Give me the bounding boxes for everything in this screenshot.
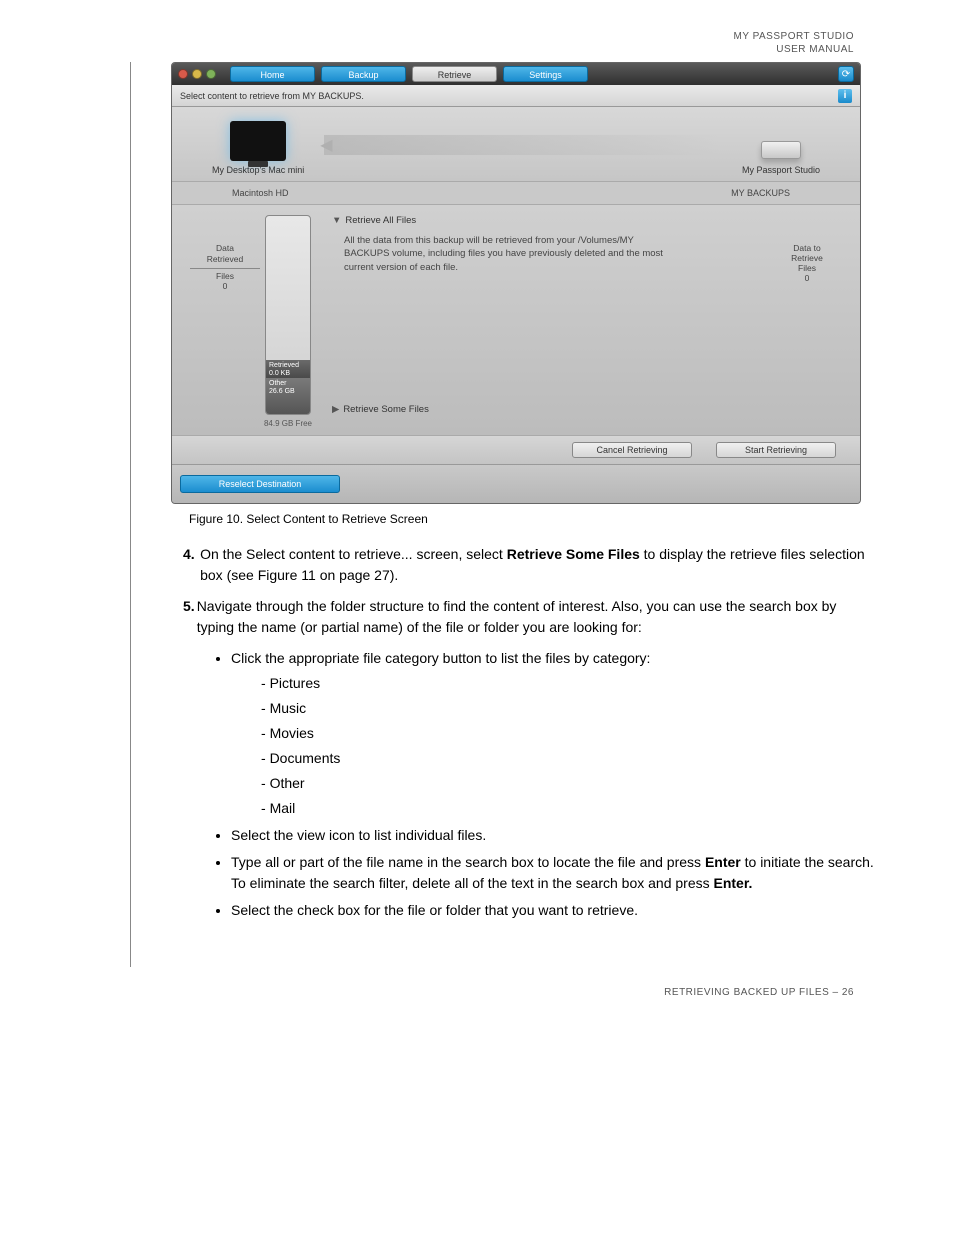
app-window: Home Backup Retrieve Settings ⟳ Select c… xyxy=(171,62,861,504)
bullet-categories: Click the appropriate file category butt… xyxy=(231,648,874,819)
arrow-icon xyxy=(324,135,722,155)
gauge-other: Other26.6 GB xyxy=(266,378,310,414)
retrieve-description: All the data from this backup will be re… xyxy=(344,234,664,274)
zoom-icon[interactable] xyxy=(206,69,216,79)
step-number: 4. xyxy=(183,544,200,586)
main-panel: Data Retrieved Files 0 Retrieved0.0 KB O… xyxy=(172,205,860,435)
header-line1: MY PASSPORT STUDIO xyxy=(0,30,854,43)
device-source: My Passport Studio xyxy=(742,123,820,175)
category-list: Pictures Music Movies Documents Other Ma… xyxy=(261,673,874,819)
gauge-retrieved: Retrieved0.0 KB xyxy=(266,360,310,378)
step-5-text: Navigate through the folder structure to… xyxy=(197,596,874,638)
left-stats: Data Retrieved Files 0 xyxy=(190,215,260,429)
right-stats-files-count: 0 xyxy=(772,273,842,283)
bullet-search: Type all or part of the file name in the… xyxy=(231,852,874,894)
retrieve-some-option[interactable]: ▶Retrieve Some Files xyxy=(332,404,756,415)
right-stats-title2: Retrieve xyxy=(772,253,842,263)
volume-left: Macintosh HD xyxy=(232,188,289,198)
category-item: Documents xyxy=(261,748,874,769)
retrieve-all-option[interactable]: ▼Retrieve All Files xyxy=(332,215,756,226)
left-stats-title1: Data xyxy=(190,243,260,254)
category-item: Other xyxy=(261,773,874,794)
reselect-destination-button[interactable]: Reselect Destination xyxy=(180,475,340,493)
traffic-lights xyxy=(178,69,216,79)
category-item: Pictures xyxy=(261,673,874,694)
close-icon[interactable] xyxy=(178,69,188,79)
bullet-checkbox: Select the check box for the file or fol… xyxy=(231,900,874,921)
drive-icon xyxy=(761,141,801,159)
page-header: MY PASSPORT STUDIO USER MANUAL xyxy=(0,0,954,62)
start-retrieving-button[interactable]: Start Retrieving xyxy=(716,442,836,458)
left-stats-files-label: Files xyxy=(190,268,260,281)
monitor-icon xyxy=(230,121,286,161)
right-stats-title1: Data to xyxy=(772,243,842,253)
step-4-text: On the Select content to retrieve... scr… xyxy=(200,544,874,586)
storage-gauge: Retrieved0.0 KB Other26.6 GB xyxy=(265,215,311,415)
tab-backup[interactable]: Backup xyxy=(321,66,406,82)
page-footer: RETRIEVING BACKED UP FILES – 26 xyxy=(0,967,954,1028)
figure-caption: Figure 10. Select Content to Retrieve Sc… xyxy=(189,512,874,526)
cancel-retrieving-button[interactable]: Cancel Retrieving xyxy=(572,442,692,458)
chevron-right-icon: ▶ xyxy=(332,404,339,415)
gauge-column: Retrieved0.0 KB Other26.6 GB 84.9 GB Fre… xyxy=(260,215,316,429)
refresh-icon[interactable]: ⟳ xyxy=(838,66,854,82)
tab-settings[interactable]: Settings xyxy=(503,66,588,82)
header-line2: USER MANUAL xyxy=(0,43,854,56)
volumes-row: Macintosh HD MY BACKUPS xyxy=(172,182,860,205)
category-item: Music xyxy=(261,698,874,719)
tab-retrieve[interactable]: Retrieve xyxy=(412,66,497,82)
instruction-text: Select content to retrieve from MY BACKU… xyxy=(180,91,364,101)
bullet-view-icon: Select the view icon to list individual … xyxy=(231,825,874,846)
category-item: Mail xyxy=(261,798,874,819)
bullet-list: Click the appropriate file category butt… xyxy=(231,648,874,921)
right-stats: Data to Retrieve Files 0 xyxy=(772,215,842,429)
action-bar: Cancel Retrieving Start Retrieving xyxy=(172,435,860,464)
devices-row: My Desktop's Mac mini My Passport Studio xyxy=(172,107,860,182)
left-stats-files-count: 0 xyxy=(190,281,260,291)
gauge-free: 84.9 GB Free xyxy=(264,419,312,428)
step-5: 5. Navigate through the folder structure… xyxy=(183,596,874,638)
step-number: 5. xyxy=(183,596,197,638)
center-column: ▼Retrieve All Files All the data from th… xyxy=(316,215,772,429)
volume-right: MY BACKUPS xyxy=(731,188,790,198)
left-stats-title2: Retrieved xyxy=(190,254,260,265)
instruction-bar: Select content to retrieve from MY BACKU… xyxy=(172,85,860,107)
category-item: Movies xyxy=(261,723,874,744)
device-right-label: My Passport Studio xyxy=(742,165,820,175)
titlebar: Home Backup Retrieve Settings ⟳ xyxy=(172,63,860,85)
device-destination: My Desktop's Mac mini xyxy=(212,121,304,175)
tab-home[interactable]: Home xyxy=(230,66,315,82)
chevron-down-icon: ▼ xyxy=(332,215,341,226)
minimize-icon[interactable] xyxy=(192,69,202,79)
info-icon[interactable]: i xyxy=(838,89,852,103)
right-stats-files-label: Files xyxy=(772,263,842,273)
step-4: 4. On the Select content to retrieve... … xyxy=(183,544,874,586)
window-footer: Reselect Destination xyxy=(172,464,860,503)
